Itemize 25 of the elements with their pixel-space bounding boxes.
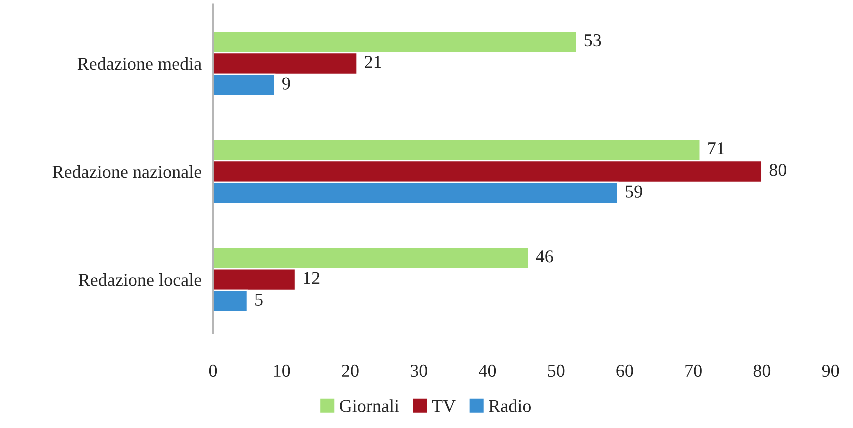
data-label: 71 xyxy=(708,142,724,154)
data-label: 46 xyxy=(536,250,554,263)
x-tick-label: 30 xyxy=(410,364,428,378)
x-tick-label: 20 xyxy=(342,364,359,378)
data-label: 53 xyxy=(584,34,602,47)
y-tick-label: Redazione locale xyxy=(78,274,202,286)
x-tick-label: 50 xyxy=(548,364,565,378)
legend-label: TV xyxy=(432,400,456,412)
data-label: 9 xyxy=(282,78,290,90)
x-tick-label: 0 xyxy=(209,364,218,378)
x-tick-label: 10 xyxy=(274,364,290,378)
legend-label: Giornali xyxy=(340,400,400,412)
x-tick-label: 40 xyxy=(479,364,496,378)
x-tick-label: 90 xyxy=(822,364,840,378)
data-label: 5 xyxy=(256,294,263,306)
data-label: 21 xyxy=(365,56,382,68)
data-label: 59 xyxy=(626,186,642,198)
legend-label: Radio xyxy=(489,400,532,412)
data-label: 80 xyxy=(770,164,787,176)
y-tick-label: Redazione media xyxy=(78,57,202,70)
x-tick-label: 80 xyxy=(754,364,771,378)
x-tick-label: 70 xyxy=(686,364,702,378)
data-label: 12 xyxy=(304,272,320,284)
x-tick-label: 60 xyxy=(616,364,634,378)
y-tick-label: Redazione nazionale xyxy=(52,165,202,178)
